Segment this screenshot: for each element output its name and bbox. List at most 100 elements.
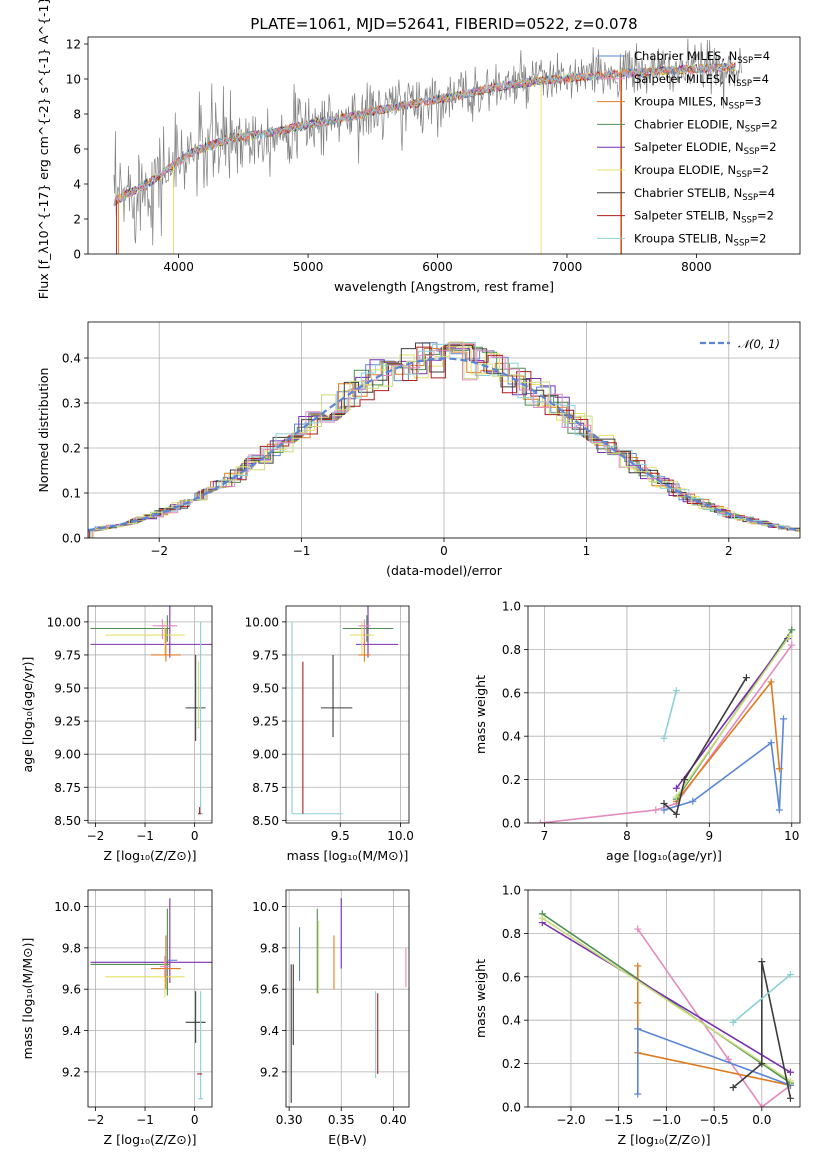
y-tick-label: 10.0 [54,900,81,914]
y-tick-label: 9.6 [62,983,81,997]
axes-frame [527,889,801,1108]
y-tick-label: 9.25 [54,715,81,729]
weight-series-c5 [663,677,748,816]
weight-marker [758,1060,766,1068]
y-tick-label: 0.6 [502,686,521,700]
residual-histogram-c6 [88,343,800,538]
y-tick-label: 1.0 [502,884,521,898]
x-tick-label: 0.30 [276,1113,303,1127]
weight-marker [634,962,642,970]
y-tick-label: 9.4 [62,1024,81,1038]
weight-marker [634,1090,642,1098]
legend-entry: Chabrier MILES, NSSP=4 [634,49,770,66]
weight-series-c5 [732,961,792,1099]
weight-marker [775,806,783,814]
x-tick-label: 9 [706,829,714,843]
chart-age-z: −2 −1 0 8.50 8.75 9.00 9.25 9.50 9.75 10.00 Z [log… [20,605,213,863]
residual-histogram-c5 [88,342,800,538]
x-tick-label: 0.40 [380,1113,407,1127]
weight-marker [786,1068,794,1076]
y-tick-label: 8.75 [54,781,81,795]
y-tick-label: 0 [73,248,81,262]
y-tick-label: 9.75 [54,648,81,662]
y-tick-label: 9.00 [54,748,81,762]
weight-marker [729,1018,737,1026]
spectrum-plot-area [113,38,742,254]
weight-marker [672,793,680,801]
weight-marker [729,1083,737,1091]
x-axis-label: Z [log₁₀(Z/Z⊙)] [104,848,197,863]
x-tick-label: −1.0 [652,1113,681,1127]
residual-histogram-c3 [88,347,800,531]
x-tick-label: 9.5 [331,829,350,843]
y-tick-label: 8 [73,108,81,122]
legend-entry: Kroupa STELIB, NSSP=2 [634,231,766,248]
y-tick-label: 9.50 [54,682,81,696]
x-tick-label: 5000 [293,260,324,274]
y-tick-label: 9.25 [252,715,279,729]
weight-marker [785,632,793,640]
y-tick-label: 0.6 [502,970,521,984]
weight-marker [672,687,680,695]
x-tick-label: −1 [293,544,311,558]
axes-frame [87,321,801,539]
x-tick-label: 10.0 [387,829,414,843]
weight-marker [660,799,668,807]
chart-residuals: −2 −1 0 1 2 0.0 0.1 0.2 0.3 0.4 (data-model)/error… [36,321,801,578]
weight-series-c8 [540,644,793,823]
weight-series-c9 [675,635,790,798]
y-tick-label: 9.50 [252,682,279,696]
weight-marker [634,925,642,933]
y-tick-label: 9.4 [260,1024,279,1038]
chart-mass-ebv: 0.30 0.35 0.40 9.2 9.4 9.6 9.8 10.0 E(B-V) [252,889,410,1147]
axes-frame [527,605,801,824]
x-tick-label: 7 [541,829,549,843]
y-tick-label: 10.00 [245,615,279,629]
legend-entry: Kroupa ELODIE, NSSP=2 [634,163,769,180]
weight-marker [652,806,660,814]
chart-weight-z: −2.0 −1.5 −1.0 −0.5 0.0 0.0 0.2 0.4 0.6 0.8 1.0 Z [… [473,884,801,1147]
mass-z-plot-area [88,890,212,1107]
x-tick-label: 10 [784,829,799,843]
weight-series-c7 [732,973,792,1024]
x-tick-label: −2.0 [556,1113,585,1127]
axes-frame [285,889,410,1108]
observed-spectrum-line [113,38,742,246]
weight-marker [634,1025,642,1033]
y-tick-label: 9.6 [260,983,279,997]
y-tick-label: 10.0 [252,900,279,914]
residual-histogram-c0 [88,342,800,532]
weight-marker [788,641,796,649]
legend-entry: Salpeter ELODIE, NSSP=2 [634,140,777,157]
x-tick-label: 0 [191,829,199,843]
figure-title: PLATE=1061, MJD=52641, FIBERID=0522, z=0… [250,15,637,33]
weight-marker [767,739,775,747]
weight-series-c2 [541,913,791,1084]
x-tick-label: −2 [87,1113,105,1127]
x-tick-label: −2 [87,829,105,843]
weight-marker [660,734,668,742]
y-tick-label: 0.0 [502,1101,521,1115]
weight-series-c3 [541,921,791,1073]
y-tick-label: 0.0 [502,817,521,831]
y-tick-label: 0.4 [502,1014,521,1028]
weight-marker [775,765,783,773]
mass-ebv-plot-area [286,890,409,1107]
x-tick-label: −1 [136,1113,154,1127]
legend-entry: Kroupa MILES, NSSP=3 [634,95,761,112]
x-tick-label: 6000 [422,260,453,274]
y-axis-label: mass weight [473,959,488,1038]
y-tick-label: 10.00 [47,615,81,629]
y-tick-label: 0.4 [502,730,521,744]
y-tick-label: 9.00 [252,748,279,762]
x-axis-label: wavelength [Angstrom, rest frame] [334,279,554,294]
y-tick-label: 10 [66,73,81,87]
x-tick-label: −0.5 [700,1113,729,1127]
y-tick-label: 2 [73,213,81,227]
model-spectrum-c7 [113,61,736,207]
y-tick-label: 9.2 [62,1065,81,1079]
weight-series-c8 [637,928,791,1107]
weight-marker [660,806,668,814]
weight-marker [742,674,750,682]
